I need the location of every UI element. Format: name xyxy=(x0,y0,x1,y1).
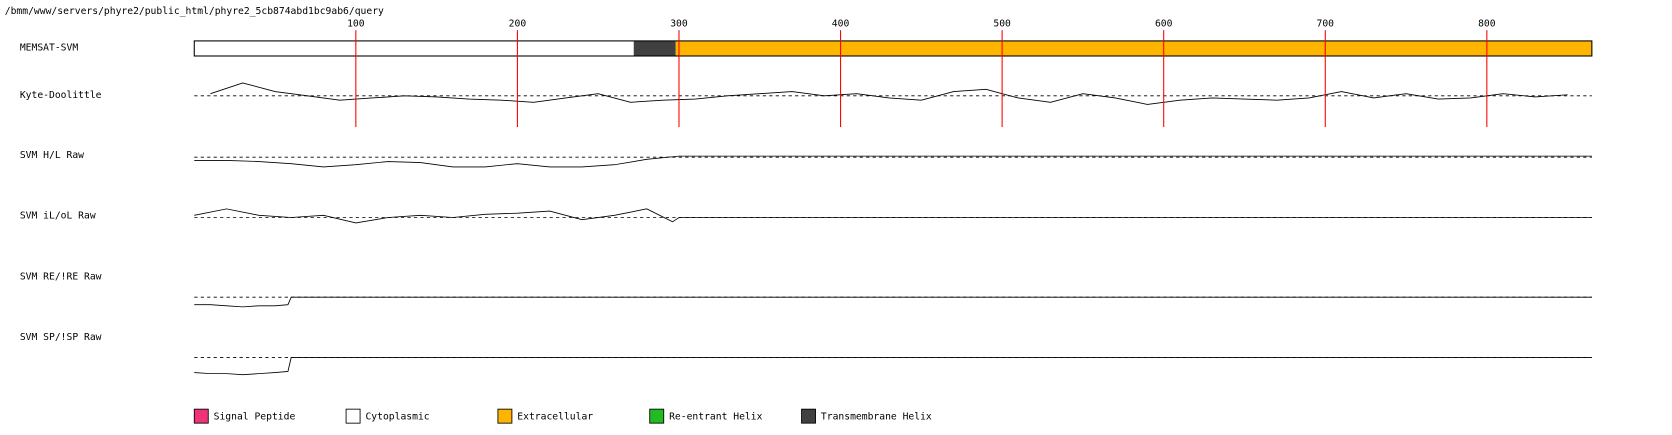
x-tick-label: 700 xyxy=(1317,19,1335,30)
legend-swatch xyxy=(801,408,816,424)
legend-swatch xyxy=(649,408,665,424)
trace xyxy=(194,296,1592,308)
track-label: SVM iL/oL Raw xyxy=(20,210,96,221)
track-label: Kyte-Doolittle xyxy=(20,90,102,101)
legend-label: Transmembrane Helix xyxy=(821,412,932,423)
trace xyxy=(194,155,1592,168)
trace xyxy=(210,82,1568,105)
x-tick-label: 300 xyxy=(670,19,688,30)
legend-swatch xyxy=(497,408,513,424)
legend-swatch xyxy=(193,408,209,424)
legend-label: Cytoplasmic xyxy=(365,412,429,423)
track-label: SVM SP/!SP Raw xyxy=(20,332,102,343)
x-tick-label: 100 xyxy=(347,19,365,30)
legend-swatch xyxy=(345,408,361,424)
x-tick-label: 400 xyxy=(832,19,850,30)
topology-segment xyxy=(194,40,634,56)
trace xyxy=(194,208,1592,224)
x-tick-label: 500 xyxy=(993,19,1011,30)
legend-label: Extracellular xyxy=(517,412,593,423)
file-path: /bmm/www/servers/phyre2/public_html/phyr… xyxy=(5,6,384,17)
topology-segment xyxy=(633,40,676,56)
legend-label: Re-entrant Helix xyxy=(669,412,762,423)
topology-segment xyxy=(675,40,1592,56)
x-tick-label: 800 xyxy=(1478,19,1496,30)
legend-label: Signal Peptide xyxy=(214,412,296,423)
topology-frame xyxy=(193,40,1593,57)
x-tick-label: 200 xyxy=(509,19,527,30)
trace xyxy=(194,357,1592,376)
x-tick-label: 600 xyxy=(1155,19,1173,30)
track-label: SVM RE/!RE Raw xyxy=(20,272,102,283)
track-label: MEMSAT-SVM xyxy=(20,42,78,53)
track-label: SVM H/L Raw xyxy=(20,150,84,161)
